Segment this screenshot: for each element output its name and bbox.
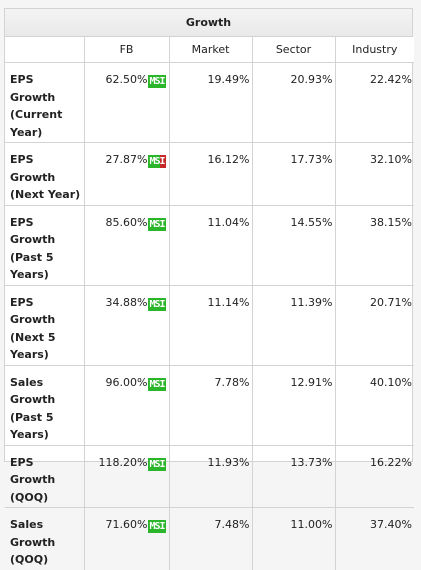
industry-value: 37.40% bbox=[370, 518, 412, 531]
table-row: Sales Growth (QOQ) 71.60% MSI 7.48% 11.00% 37.4… bbox=[5, 507, 414, 570]
row-label-line: (QOQ) bbox=[10, 553, 49, 566]
column-header-fb: FB bbox=[84, 37, 170, 63]
row-label-line: Sales bbox=[10, 518, 44, 531]
row-label-line: EPS Growth bbox=[10, 455, 56, 487]
table-row: Sales Growth (Past 5 Years) 96.00% MSI 7.78% 12… bbox=[5, 365, 414, 446]
industry-value: 22.42% bbox=[335, 62, 414, 143]
row-label-line: Years) bbox=[10, 428, 49, 441]
column-header-market: Market bbox=[169, 37, 253, 63]
industry-value: 38.15% bbox=[335, 205, 414, 286]
row-label-line: EPS Growth bbox=[10, 215, 56, 247]
row-label: EPS Growth (Current Year) bbox=[5, 62, 85, 143]
panel-title: Growth bbox=[5, 9, 412, 37]
growth-table: FB Market Sector Industry EPS Growth (Cur… bbox=[5, 37, 414, 570]
table-row: EPS Growth (Next 5 Years) 34.88% MSI 11.14% 11… bbox=[5, 285, 414, 366]
sector-value: 11.00% bbox=[252, 507, 336, 570]
market-value: 7.78% bbox=[169, 365, 253, 446]
industry-value: 20.71% bbox=[335, 285, 414, 366]
row-label-line: (Past 5 bbox=[10, 410, 54, 424]
row-label: Sales Growth (Past 5 Years) bbox=[5, 365, 85, 446]
msi-badge[interactable]: MSI bbox=[148, 155, 166, 168]
fb-value: 34.88% bbox=[105, 295, 148, 309]
fb-value: 71.60% bbox=[105, 518, 148, 531]
fb-cell: 118.20% MSI bbox=[84, 445, 170, 508]
fb-value: 118.20% bbox=[98, 455, 148, 469]
growth-panel: Growth FB Market Sector Industry EPS Gro… bbox=[4, 8, 414, 570]
fb-cell: 96.00% MSI bbox=[84, 365, 170, 446]
market-value: 7.48% bbox=[169, 507, 253, 570]
table-row: EPS Growth (Past 5 Years) 85.60% MSI 11.04% 14… bbox=[5, 205, 414, 286]
msi-badge[interactable]: MSI bbox=[148, 377, 166, 391]
sector-value: 14.55% bbox=[252, 205, 336, 286]
row-label-line: Growth bbox=[10, 393, 56, 406]
fb-cell: 34.88% MSI bbox=[84, 285, 170, 366]
msi-badge[interactable]: MSI bbox=[148, 297, 166, 311]
msi-badge[interactable]: MSI bbox=[148, 457, 166, 471]
fb-value: 85.60% bbox=[105, 215, 148, 229]
row-label: EPS Growth (Next Year) bbox=[5, 142, 85, 206]
market-value: 16.12% bbox=[169, 142, 253, 206]
row-label-line: (Next Year) bbox=[10, 188, 81, 201]
table-row: EPS Growth (QOQ) 118.20% MSI 11.93% 13.73% 16.… bbox=[5, 445, 414, 508]
column-header-industry: Industry bbox=[335, 37, 414, 63]
row-label-line: EPS Growth bbox=[10, 73, 56, 104]
row-label-line: Sales bbox=[10, 375, 44, 389]
sector-value: 11.39% bbox=[252, 285, 336, 366]
row-label-line: Years) bbox=[10, 348, 49, 361]
fb-cell: 85.60% MSI bbox=[84, 205, 170, 286]
fb-value: 96.00% bbox=[105, 375, 148, 389]
table-row: EPS Growth (Next Year) 27.87% MSI 16.12% 17.7… bbox=[5, 142, 414, 206]
market-value: 11.14% bbox=[169, 285, 253, 366]
fb-cell: 71.60% MSI bbox=[84, 507, 170, 570]
market-value: 19.49% bbox=[169, 62, 253, 143]
row-label-line: (QOQ) bbox=[10, 490, 49, 504]
market-value: 11.04% bbox=[169, 205, 253, 286]
row-label: Sales Growth (QOQ) bbox=[5, 507, 85, 570]
row-label-line: Growth bbox=[10, 535, 56, 549]
row-label-line: (Next 5 bbox=[10, 330, 56, 344]
row-label-line: Years) bbox=[10, 268, 49, 281]
fb-cell: 62.50% MSI bbox=[84, 62, 170, 143]
row-label-line: (Current bbox=[10, 108, 63, 121]
fb-value: 62.50% bbox=[105, 73, 148, 86]
table-row: EPS Growth (Current Year) 62.50% MSI 19.49% 20… bbox=[5, 62, 414, 143]
row-label-line: EPS Growth bbox=[10, 295, 56, 327]
fb-value: 27.87% bbox=[105, 153, 148, 166]
sector-value: 13.73% bbox=[252, 445, 336, 508]
fb-cell: 27.87% MSI bbox=[84, 142, 170, 206]
header-row: FB Market Sector Industry bbox=[5, 37, 414, 63]
row-label-line: (Past 5 bbox=[10, 250, 54, 264]
msi-badge[interactable]: MSI bbox=[148, 520, 166, 533]
industry-value: 40.10% bbox=[335, 365, 414, 446]
industry-value: 16.22% bbox=[335, 445, 414, 508]
row-label: EPS Growth (Past 5 Years) bbox=[5, 205, 85, 286]
industry-value: 32.10% bbox=[335, 142, 414, 206]
msi-badge[interactable]: MSI bbox=[148, 217, 166, 231]
sector-value: 20.93% bbox=[252, 62, 336, 143]
market-value: 11.93% bbox=[169, 445, 253, 508]
row-label-line: Year) bbox=[10, 125, 43, 139]
row-label: EPS Growth (Next 5 Years) bbox=[5, 285, 85, 366]
row-label-line: EPS Growth bbox=[10, 153, 56, 184]
header-blank bbox=[5, 37, 85, 63]
column-header-sector: Sector bbox=[252, 37, 336, 63]
msi-badge[interactable]: MSI bbox=[148, 75, 166, 88]
row-label: EPS Growth (QOQ) bbox=[5, 445, 85, 508]
sector-value: 17.73% bbox=[252, 142, 336, 206]
sector-value: 12.91% bbox=[252, 365, 336, 446]
